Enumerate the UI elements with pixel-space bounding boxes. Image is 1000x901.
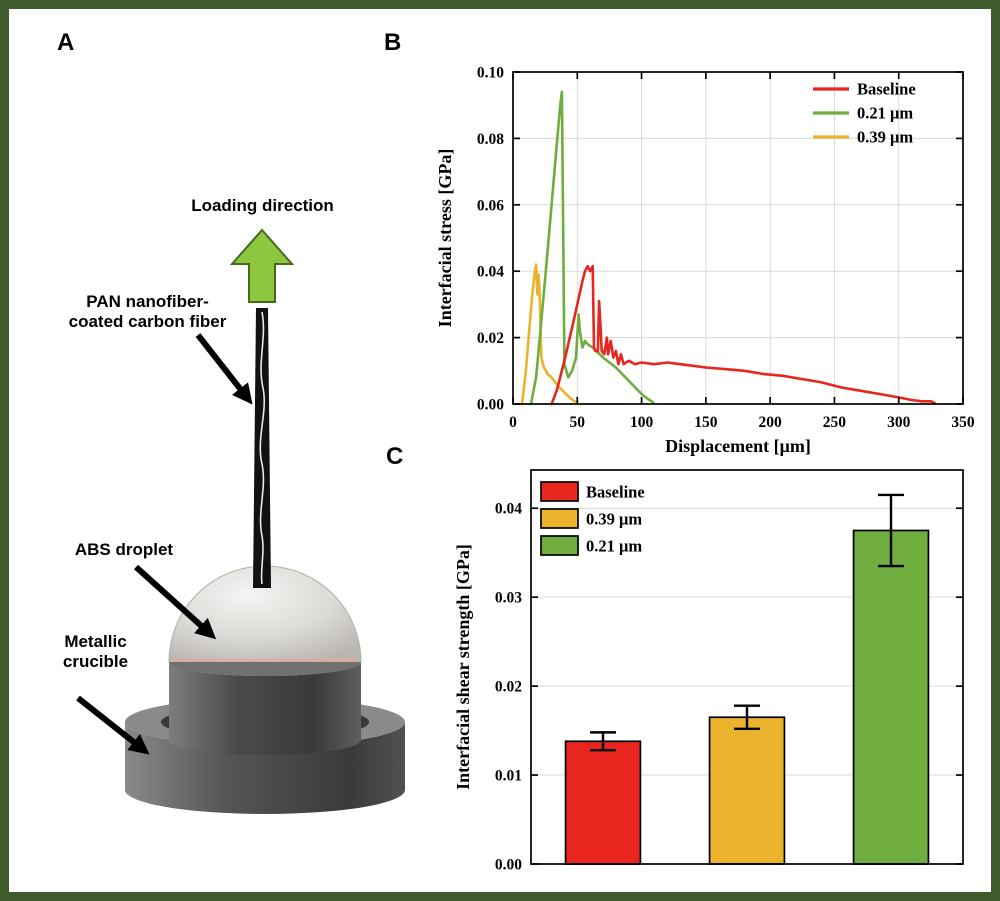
crucible-cup-rim-front bbox=[169, 662, 361, 676]
panel-c-label: C bbox=[386, 443, 404, 470]
crucible-label: Metallic crucible bbox=[62, 632, 129, 671]
svg-text:0.02: 0.02 bbox=[477, 330, 504, 347]
legend-label: Baseline bbox=[857, 80, 916, 99]
axes-box bbox=[512, 71, 964, 405]
x-axis-label: Displacement [μm] bbox=[665, 436, 811, 456]
loading-arrow-icon bbox=[229, 228, 295, 303]
svg-text:150: 150 bbox=[694, 414, 718, 431]
bar-0.39 μm bbox=[708, 716, 786, 865]
series-line-0.21 μm bbox=[529, 90, 655, 406]
svg-text:300: 300 bbox=[887, 414, 911, 431]
error-bar bbox=[590, 731, 616, 752]
error-bar bbox=[734, 704, 760, 731]
legend-label: 0.39 μm bbox=[586, 510, 642, 529]
tick-labels: 0.00 0.01 0.02 0.03 0.04 bbox=[495, 501, 522, 874]
crucible-cup-shape bbox=[169, 662, 361, 755]
svg-text:200: 200 bbox=[759, 414, 783, 431]
axes-box bbox=[530, 469, 964, 865]
loading-direction-label: Loading direction bbox=[191, 196, 334, 215]
svg-text:0.08: 0.08 bbox=[477, 131, 504, 148]
fiber-pointer-arrow bbox=[195, 333, 253, 405]
svg-text:250: 250 bbox=[823, 414, 847, 431]
panel-a-label: A bbox=[57, 29, 75, 56]
droplet-pointer-arrow bbox=[133, 564, 217, 640]
svg-text:0.04: 0.04 bbox=[477, 264, 504, 281]
series-line-Baseline bbox=[550, 264, 937, 406]
legend: Baseline 0.39 μm 0.21 μm bbox=[540, 481, 645, 556]
series-line-0.39 μm bbox=[520, 263, 579, 406]
svg-text:0.03: 0.03 bbox=[495, 590, 522, 607]
y-axis-label: Interfacial shear strength [GPa] bbox=[453, 544, 473, 790]
tick-labels: 0 50 100 150 200 250 300 350 0.00 0.02 0.04 0.06 0.0… bbox=[477, 65, 975, 432]
svg-text:0.02: 0.02 bbox=[495, 679, 522, 696]
legend-patch bbox=[540, 508, 579, 529]
bar-Baseline bbox=[564, 740, 642, 865]
legend-patch bbox=[540, 535, 579, 556]
svg-text:0.06: 0.06 bbox=[477, 197, 504, 214]
svg-text:0.01: 0.01 bbox=[495, 768, 522, 785]
droplet-label: ABS droplet bbox=[74, 540, 174, 559]
svg-text:0.00: 0.00 bbox=[477, 397, 504, 414]
legend-label: Baseline bbox=[586, 483, 645, 502]
stress-displacement-chart: 0 50 100 150 200 250 300 350 0.00 0.02 0.04 0.06 0.0… bbox=[435, 65, 975, 457]
bars bbox=[564, 493, 930, 865]
svg-text:50: 50 bbox=[570, 414, 586, 431]
bar-0.21 μm bbox=[852, 529, 930, 865]
nanofiber-coating-squiggle bbox=[259, 311, 265, 585]
svg-text:0.04: 0.04 bbox=[495, 501, 522, 518]
legend-label: 0.39 μm bbox=[857, 128, 913, 147]
fiber-label: PAN nanofiber- coated carbon fiber bbox=[68, 292, 227, 331]
pullout-test-illustration bbox=[76, 228, 405, 814]
legend-label: 0.21 μm bbox=[586, 537, 642, 556]
y-axis-label: Interfacial stress [GPa] bbox=[435, 149, 455, 328]
legend-label: 0.21 μm bbox=[857, 104, 913, 123]
svg-text:0.00: 0.00 bbox=[495, 857, 522, 874]
legend-patch bbox=[540, 481, 579, 502]
svg-text:0.10: 0.10 bbox=[477, 65, 504, 82]
panel-b-label: B bbox=[384, 29, 402, 56]
shear-strength-bar-chart: 0.00 0.01 0.02 0.03 0.04 Interfacial shear st… bbox=[453, 469, 964, 874]
series-lines bbox=[520, 90, 937, 406]
crucible-pointer-arrow bbox=[76, 695, 150, 755]
error-bar bbox=[878, 493, 904, 568]
legend: Baseline 0.21 μm 0.39 μm bbox=[813, 80, 916, 147]
svg-text:100: 100 bbox=[630, 414, 654, 431]
svg-text:350: 350 bbox=[951, 414, 975, 431]
carbon-fiber bbox=[253, 308, 271, 588]
svg-text:0: 0 bbox=[509, 414, 517, 431]
